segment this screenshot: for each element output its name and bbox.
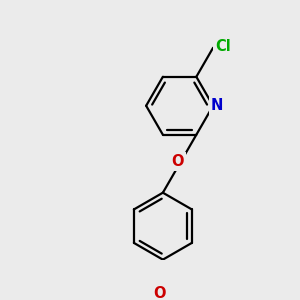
Text: O: O bbox=[153, 286, 165, 300]
Text: O: O bbox=[171, 154, 184, 169]
Text: N: N bbox=[211, 98, 223, 113]
Text: Cl: Cl bbox=[215, 39, 231, 54]
